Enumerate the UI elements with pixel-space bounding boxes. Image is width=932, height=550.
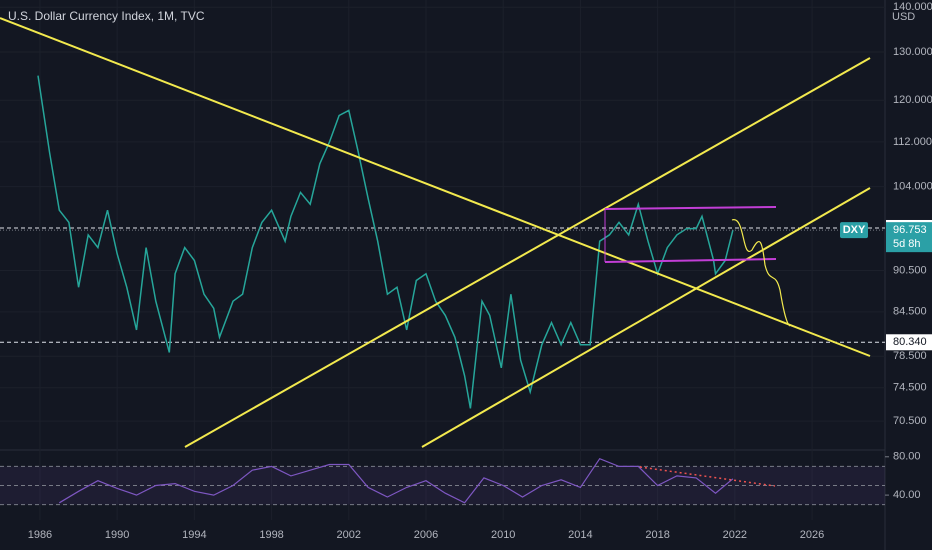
y-tick-label: 84.500 — [893, 306, 927, 318]
level-label: 80.340 — [893, 336, 927, 348]
x-tick-label: 2010 — [491, 529, 515, 541]
y-tick-label: 104.000 — [893, 180, 932, 192]
symbol-label: DXY — [843, 224, 866, 236]
trend-line — [184, 57, 871, 448]
range-line — [604, 206, 777, 210]
x-tick-label: 2006 — [414, 529, 438, 541]
x-tick-label: 2022 — [723, 529, 747, 541]
range-line — [604, 258, 777, 263]
y-tick-label: 90.500 — [893, 264, 927, 276]
symbol-box — [840, 222, 868, 239]
projection-path — [731, 219, 791, 327]
price-line — [37, 75, 734, 409]
x-tick-label: 1986 — [28, 529, 52, 541]
y-tick-label: 74.500 — [893, 382, 927, 394]
x-tick-label: 2014 — [568, 529, 592, 541]
countdown-label: 5d 8h — [893, 238, 921, 250]
currency-label: USD — [892, 11, 915, 23]
y-tick-label: 130.000 — [893, 46, 932, 58]
trend-line — [421, 187, 871, 448]
rsi-tick-label: 40.00 — [893, 489, 921, 501]
last-price-label: 96.753 — [893, 224, 927, 236]
trend-line — [0, 17, 871, 357]
x-tick-label: 1998 — [259, 529, 283, 541]
chart-title: U.S. Dollar Currency Index, 1M, TVC — [8, 9, 205, 23]
y-tick-label: 140.000 — [893, 1, 932, 13]
y-tick-label: 78.500 — [893, 350, 927, 362]
x-tick-label: 1990 — [105, 529, 129, 541]
x-tick-label: 2018 — [645, 529, 669, 541]
y-tick-label: 120.000 — [893, 94, 932, 106]
y-tick-label: 112.000 — [893, 136, 932, 148]
rsi-tick-label: 80.00 — [893, 451, 921, 463]
y-tick-label: 70.500 — [893, 415, 927, 427]
marks — [0, 75, 889, 506]
price-line — [58, 457, 734, 504]
x-tick-label: 1994 — [182, 529, 206, 541]
last-price-box — [886, 222, 932, 253]
level-box — [886, 334, 932, 351]
x-tick-label: 2026 — [800, 529, 824, 541]
x-tick-label: 2002 — [337, 529, 361, 541]
